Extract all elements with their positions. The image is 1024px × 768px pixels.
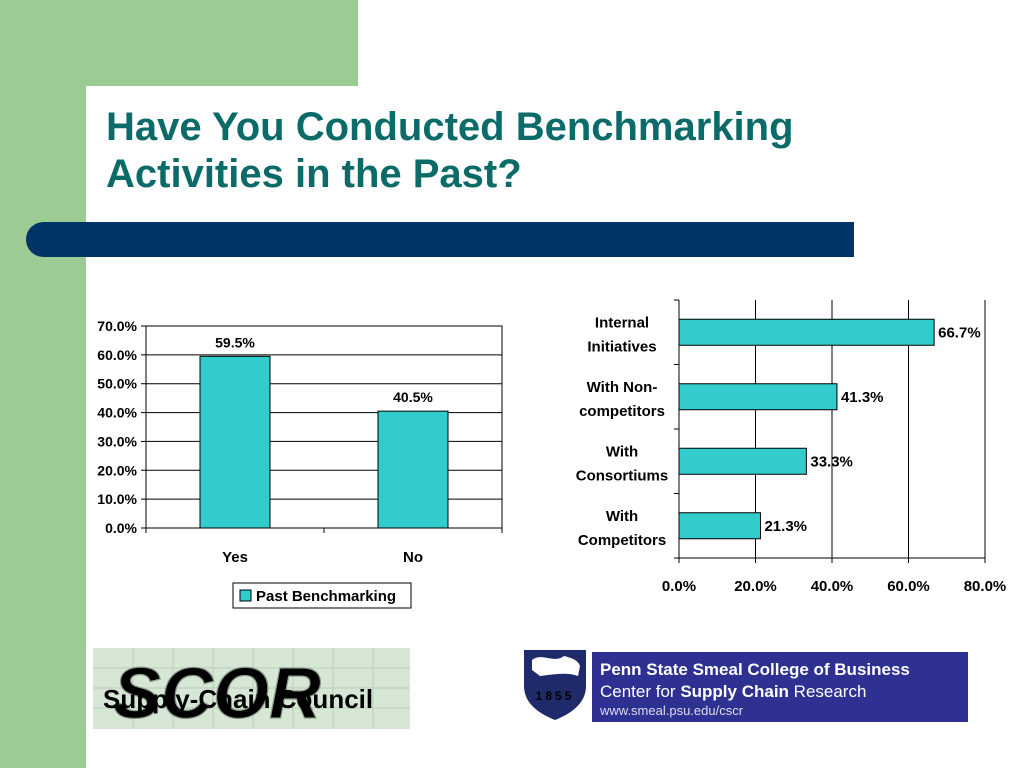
- y-tick-label-line-2: Competitors: [578, 532, 666, 549]
- x-tick-label: 60.0%: [887, 578, 930, 595]
- psu-line-2: Center for Supply Chain Research: [600, 682, 866, 702]
- psu-url: www.smeal.psu.edu/cscr: [600, 703, 744, 718]
- x-tick-label: 0.0%: [662, 578, 696, 595]
- x-tick-label: 20.0%: [734, 578, 777, 595]
- data-label: 33.3%: [810, 453, 853, 470]
- data-label: 59.5%: [215, 334, 255, 350]
- bar-with-non-competitors: [678, 383, 838, 411]
- x-tick-label: No: [403, 549, 423, 566]
- legend-box: [232, 582, 412, 609]
- data-label: 41.3%: [841, 389, 884, 406]
- penn-state-shield-icon: 1855: [524, 650, 586, 720]
- y-tick-label: 0.0%: [105, 520, 137, 536]
- y-tick-label-line-2: Consortiums: [576, 467, 669, 484]
- y-tick-label-line-1: Internal: [595, 314, 649, 331]
- y-tick-label-line-2: Initiatives: [587, 338, 656, 355]
- title-underline-bar: [26, 222, 854, 257]
- x-tick-label: 80.0%: [964, 578, 1007, 595]
- slide-title: Have You Conducted Benchmarking Activiti…: [106, 104, 906, 198]
- scor-logo-wordmark: SCOR: [113, 654, 321, 729]
- title-line-2: Activities in the Past?: [106, 152, 522, 196]
- y-tick-label: 60.0%: [97, 347, 137, 363]
- scor-logo-subtitle: Supply-Chain Council: [103, 684, 373, 714]
- y-tick-label-line-2: competitors: [579, 403, 665, 420]
- title-line-1: Have You Conducted Benchmarking: [106, 105, 794, 149]
- y-tick-label: 40.0%: [97, 405, 137, 421]
- psu-line-1: Penn State Smeal College of Business: [600, 660, 910, 679]
- y-tick-label: 10.0%: [97, 491, 137, 507]
- accent-block-side: [0, 0, 86, 768]
- bar-no: [377, 410, 449, 529]
- scor-logo: SCOR Supply-Chain Council: [93, 648, 410, 735]
- y-tick-label: 50.0%: [97, 376, 137, 392]
- legend-swatch: [239, 589, 252, 602]
- psu-line-2-b: Supply Chain: [680, 682, 789, 701]
- penn-state-smeal-logo: 1855 Penn State Smeal College of Busines…: [520, 646, 968, 722]
- y-tick-label: 70.0%: [97, 318, 137, 334]
- y-tick-label: 20.0%: [97, 462, 137, 478]
- bar-internal-initiatives: [678, 318, 935, 346]
- y-tick-label-line-1: With: [606, 508, 638, 525]
- past-benchmarking-bar-chart: 0.0% 10.0% 20.0% 30.0% 40.0% 50.0% 60.0% 70.0% 5…: [97, 318, 503, 609]
- legend-label: Past Benchmarking: [256, 588, 396, 605]
- x-tick-label: Yes: [222, 549, 248, 566]
- data-label: 66.7%: [938, 324, 981, 341]
- penn-state-banner: Penn State Smeal College of Business Cen…: [592, 652, 968, 722]
- x-tick-label: 40.0%: [811, 578, 854, 595]
- bar-with-consortiums: [678, 447, 807, 475]
- bar-with-competitors: [678, 512, 761, 540]
- y-tick-label-line-1: With Non-: [587, 379, 658, 396]
- bar-yes: [199, 355, 271, 529]
- benchmarking-type-bar-chart: 0.0% 20.0% 40.0% 60.0% 80.0% 66.7% Internal Ini…: [576, 299, 1007, 595]
- y-tick-label: 30.0%: [97, 433, 137, 449]
- y-tick-label-line-1: With: [606, 443, 638, 460]
- psu-line-2-c: Research: [788, 682, 867, 701]
- psu-line-2-a: Center for: [600, 682, 681, 701]
- data-label: 40.5%: [393, 389, 433, 405]
- shield-year: 1855: [536, 689, 575, 703]
- data-label: 21.3%: [764, 518, 807, 535]
